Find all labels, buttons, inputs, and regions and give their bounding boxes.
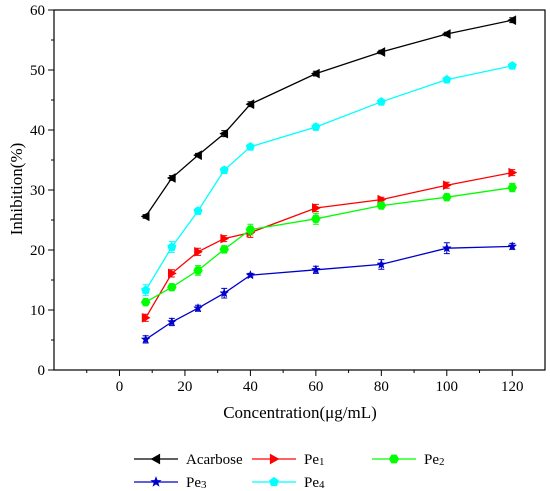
legend-item-Pe3: Pe3	[134, 475, 207, 491]
x-tick-label: 40	[243, 379, 258, 395]
legend-item-Pe4: Pe4	[252, 475, 325, 491]
legend-label: Pe4	[304, 475, 325, 491]
legend-label: Acarbose	[186, 452, 243, 468]
series-line	[145, 19, 513, 217]
x-tick-label: 20	[177, 379, 192, 395]
x-axis-label: Concentration(μg/mL)	[223, 403, 377, 422]
data-point	[442, 193, 452, 202]
y-tick-label: 0	[38, 363, 46, 379]
legend-label: Pe1	[304, 452, 325, 468]
legend-item-Pe2: Pe2	[372, 452, 445, 468]
data-point	[312, 203, 321, 213]
data-point	[219, 245, 229, 254]
data-point	[166, 173, 176, 183]
series-line	[145, 186, 513, 303]
legend-marker	[269, 453, 280, 465]
data-point	[166, 316, 177, 327]
data-point	[310, 68, 320, 79]
series-Pe3	[140, 241, 518, 344]
data-point	[507, 183, 518, 192]
x-tick-label: 120	[501, 379, 524, 395]
data-point	[376, 96, 386, 106]
data-point	[140, 334, 151, 344]
data-point	[140, 298, 151, 307]
legend-marker	[150, 476, 162, 487]
data-point	[167, 283, 177, 292]
data-point	[311, 214, 321, 223]
legend-marker	[150, 453, 161, 465]
data-point	[141, 285, 151, 295]
x-tick-label: 0	[116, 379, 124, 395]
data-point	[245, 269, 256, 280]
data-point	[442, 74, 452, 84]
series-Acarbose	[140, 15, 517, 222]
series-line	[145, 65, 513, 291]
data-point	[376, 47, 386, 57]
series-line	[145, 245, 513, 340]
data-point	[311, 122, 321, 131]
y-tick-label: 20	[30, 243, 45, 259]
data-point	[507, 60, 517, 70]
data-point	[141, 312, 151, 323]
data-point	[219, 128, 229, 139]
data-point	[441, 242, 452, 253]
data-point	[310, 264, 321, 275]
data-point	[245, 141, 255, 151]
y-tick-label: 40	[30, 123, 45, 139]
data-point	[193, 206, 203, 215]
series-Pe4	[141, 60, 517, 297]
data-point	[220, 233, 230, 244]
data-point	[441, 29, 451, 39]
y-axis-label: Inhibition(%)	[7, 143, 26, 236]
data-point	[508, 167, 518, 178]
data-point	[507, 15, 517, 26]
data-point	[245, 225, 256, 234]
data-point	[194, 246, 204, 257]
data-point	[167, 242, 177, 251]
data-point	[167, 268, 177, 279]
data-point	[140, 211, 150, 222]
y-tick-label: 60	[30, 3, 45, 19]
data-point	[193, 302, 203, 313]
x-tick-label: 100	[436, 379, 459, 395]
data-point	[376, 201, 387, 210]
data-point	[507, 241, 518, 251]
legend-label: Pe3	[186, 475, 207, 491]
x-tick-label: 60	[308, 379, 323, 395]
y-tick-label: 10	[30, 303, 45, 319]
legend-marker	[388, 454, 400, 464]
y-tick-label: 30	[30, 183, 45, 199]
plot-area: 0 20 40 60 80 100 120 0 10 20 30 40 50 60	[30, 3, 546, 395]
x-tick-label: 80	[374, 379, 389, 395]
series-Pe1	[141, 167, 518, 323]
legend: Acarbose Pe1 Pe2 Pe3 Pe4	[134, 452, 445, 491]
data-point	[442, 180, 452, 191]
plot-frame	[53, 9, 546, 371]
data-point	[219, 165, 229, 175]
legend-marker	[269, 476, 279, 487]
legend-label: Pe2	[424, 452, 445, 468]
legend-item-Acarbose: Acarbose	[134, 452, 243, 468]
data-point	[193, 150, 202, 161]
y-tick-label: 50	[30, 63, 45, 79]
series-line	[145, 171, 513, 319]
data-point	[193, 266, 203, 275]
data-point	[245, 99, 255, 110]
data-point	[219, 287, 230, 298]
series-Pe2	[140, 182, 518, 307]
data-point	[376, 259, 387, 269]
legend-item-Pe1: Pe1	[252, 452, 325, 468]
